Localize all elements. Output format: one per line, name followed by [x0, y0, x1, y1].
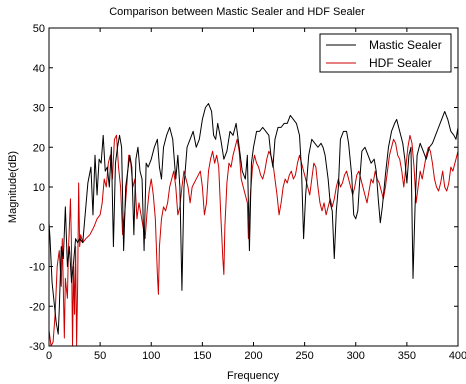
y-tick-label: 0 [39, 222, 45, 234]
tick-layer: 0 50 100 150 200 250 300 350 400 -30 -20 -10 0 10 20 30… [29, 23, 466, 362]
y-tick-label: 10 [33, 182, 45, 194]
chart-title: Comparison between Mastic Sealer and HDF… [109, 6, 365, 18]
series-hdf-sealer [49, 134, 458, 346]
y-tick-label: -30 [29, 341, 45, 353]
x-tick-label: 400 [449, 350, 466, 362]
y-tick-label: 40 [33, 63, 45, 75]
plot-frame [48, 27, 459, 347]
x-tick-label: 300 [347, 350, 365, 362]
plot-area: 0 50 100 150 200 250 300 350 400 -30 -20 -10 0 10 20 30… [29, 23, 466, 362]
series-line [49, 103, 458, 335]
legend-box [319, 33, 452, 73]
y-tick-label: 30 [33, 103, 45, 115]
legend-label-hdf-sealer: HDF Sealer [369, 56, 432, 70]
y-tick-label: 50 [33, 23, 45, 35]
x-axis-label: Frequency [227, 370, 279, 382]
series-layer [49, 103, 458, 346]
x-tick-label: 50 [94, 350, 106, 362]
x-tick-label: 250 [295, 350, 313, 362]
y-tick-label: -20 [29, 301, 45, 313]
series-line [49, 134, 458, 346]
legend: Mastic Sealer HDF Sealer [319, 33, 452, 73]
x-tick-label: 200 [244, 350, 262, 362]
plot-background [49, 28, 458, 346]
series-mastic-sealer [49, 103, 458, 335]
x-tick-label: 100 [142, 350, 160, 362]
y-axis-label: Magnitude(dB) [7, 151, 19, 223]
x-tick-label: 350 [398, 350, 416, 362]
y-tick-label: 20 [33, 142, 45, 154]
x-tick-label: 150 [193, 350, 211, 362]
x-tick-label: 0 [46, 350, 52, 362]
y-tick-label: -10 [29, 262, 45, 274]
legend-label-mastic-sealer: Mastic Sealer [369, 38, 442, 52]
